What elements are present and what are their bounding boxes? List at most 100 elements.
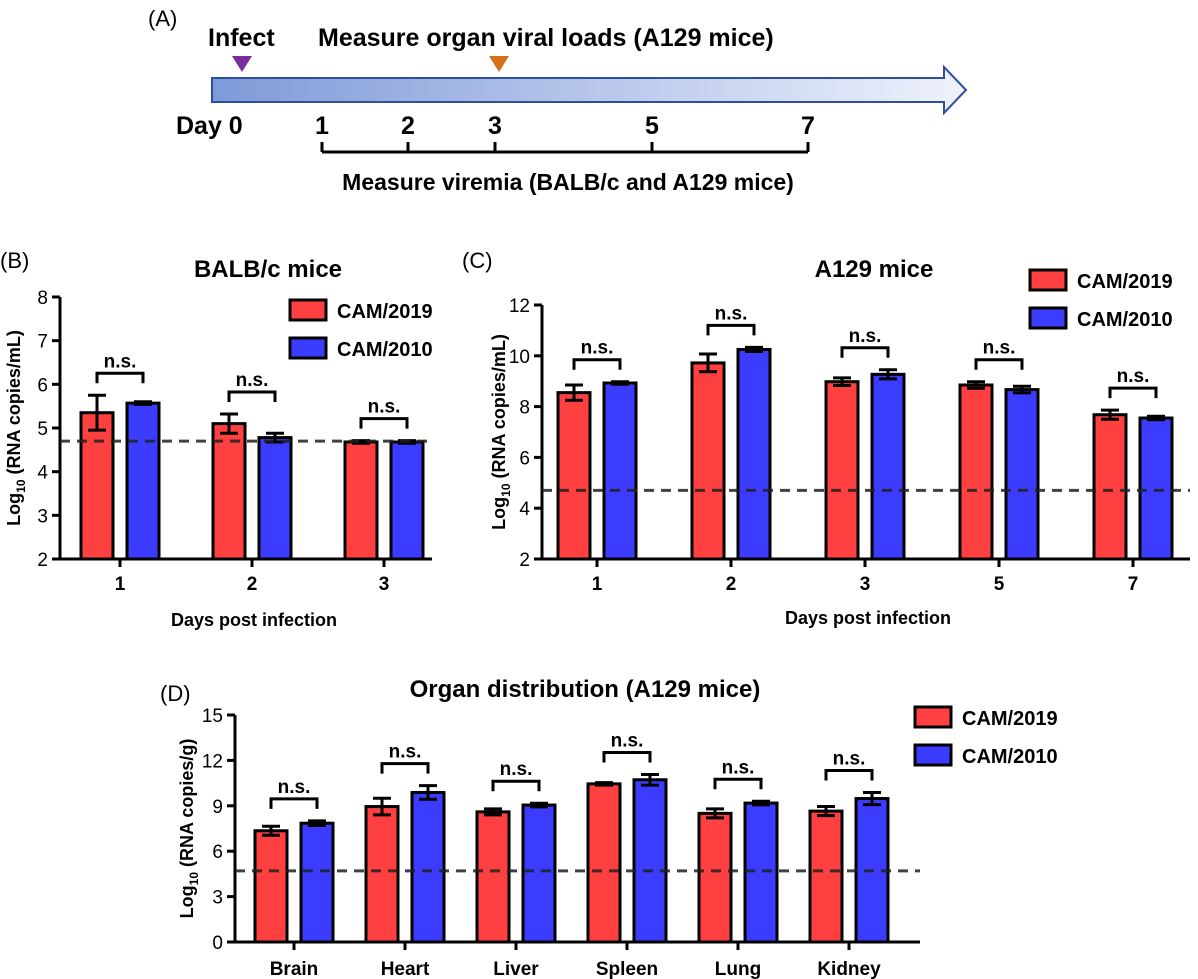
- bar-cam2010: [1004, 388, 1040, 561]
- bar-cam2010: [870, 372, 906, 561]
- y-tick-label: 15: [202, 706, 223, 727]
- timeline-arrow: [211, 64, 968, 116]
- significance-label: n.s.: [500, 759, 533, 780]
- legend-swatch: [1028, 268, 1068, 292]
- y-tick-label: 9: [212, 797, 223, 818]
- y-tick-label: 4: [37, 463, 48, 484]
- bar-cam2019: [475, 810, 511, 944]
- bar-cam2010: [743, 801, 779, 944]
- significance-label: n.s.: [104, 351, 137, 372]
- y-axis-label: Log10 (RNA copies/mL): [489, 334, 513, 530]
- day-zero-label: Day 0: [176, 112, 243, 140]
- bar-cam2010: [1138, 416, 1174, 561]
- x-axis-label: Days post infection: [171, 610, 337, 630]
- panel-label-a: (A): [148, 6, 177, 31]
- legend-label: CAM/2019: [962, 708, 1058, 730]
- legend-label: CAM/2010: [1077, 309, 1173, 331]
- timeline-day-7: 7: [801, 112, 815, 140]
- x-tick-label: Lung: [715, 959, 761, 979]
- significance-bracket: [840, 346, 890, 358]
- bar-cam2019: [824, 380, 860, 561]
- bar-cam2019: [343, 440, 379, 561]
- bar-cam2010: [602, 381, 638, 561]
- significance-label: n.s.: [849, 326, 882, 347]
- x-tick-label: Kidney: [817, 959, 881, 979]
- legend-label: CAM/2019: [1077, 271, 1173, 293]
- timeline-day-3: 3: [488, 112, 502, 140]
- y-tick-label: 6: [37, 375, 48, 396]
- timeline-day-2: 2: [401, 112, 415, 140]
- y-tick-label: 5: [37, 419, 48, 440]
- legend-swatch: [288, 336, 328, 360]
- significance-bracket: [824, 768, 874, 781]
- x-tick-label: 2: [247, 574, 258, 595]
- timeline-day-1: 1: [315, 112, 329, 140]
- y-tick-label: 6: [519, 448, 530, 469]
- significance-bracket: [572, 358, 622, 370]
- organ-viral-load-label: Measure organ viral loads (A129 mice): [318, 24, 774, 52]
- significance-label: n.s.: [581, 338, 614, 359]
- y-tick-label: 12: [509, 296, 530, 317]
- legend-label: CAM/2010: [337, 339, 433, 361]
- significance-bracket: [359, 417, 409, 429]
- y-tick-label: 8: [519, 398, 530, 419]
- bar-cam2010: [389, 440, 425, 561]
- significance-bracket: [1108, 386, 1158, 399]
- significance-label: n.s.: [611, 730, 644, 751]
- significance-bracket: [974, 358, 1024, 370]
- organ-marker-icon: [489, 56, 509, 72]
- significance-bracket: [491, 779, 541, 792]
- legend-label: CAM/2019: [337, 301, 433, 323]
- viremia-label: Measure viremia (BALB/c and A129 mice): [342, 169, 794, 195]
- bar-cam2010: [299, 821, 335, 944]
- bar-cam2010: [736, 347, 772, 561]
- significance-label: n.s.: [715, 303, 748, 324]
- significance-label: n.s.: [833, 748, 866, 769]
- significance-bracket: [706, 323, 756, 336]
- panel-label: (D): [160, 681, 191, 706]
- significance-label: n.s.: [1117, 366, 1150, 387]
- y-tick-label: 3: [212, 888, 223, 909]
- timeline-day-5: 5: [645, 112, 659, 140]
- infect-marker-icon: [232, 56, 252, 72]
- significance-bracket: [95, 371, 145, 384]
- x-tick-label: 3: [860, 574, 871, 595]
- y-tick-label: 7: [37, 332, 48, 353]
- bar-cam2019: [808, 809, 844, 944]
- infect-label: Infect: [208, 24, 275, 52]
- significance-bracket: [713, 777, 763, 790]
- legend-label: CAM/2010: [962, 746, 1058, 768]
- y-tick-label: 4: [519, 499, 530, 520]
- bar-cam2010: [632, 778, 668, 944]
- chart-title: BALB/c mice: [194, 256, 342, 283]
- timeline-panel: (A) Infect Measure organ viral loads (A1…: [148, 6, 968, 195]
- bar-cam2010: [257, 436, 293, 561]
- chart-0: (B) BALB/c mice 2 3 4 5 6 7 8 Log10 (RNA copies/m…: [0, 248, 433, 630]
- chart-title: A129 mice: [815, 256, 934, 283]
- x-tick-label: 2: [726, 574, 737, 595]
- y-axis-label: Log10 (RNA copies/mL): [4, 330, 28, 526]
- y-tick-label: 0: [212, 933, 223, 954]
- x-tick-label: 1: [115, 574, 126, 595]
- chart-title: Organ distribution (A129 mice): [410, 676, 761, 703]
- x-tick-label: 7: [1128, 574, 1139, 595]
- bar-cam2010: [410, 790, 446, 944]
- panel-label: (B): [0, 248, 29, 273]
- bar-cam2010: [521, 803, 557, 944]
- bar-cam2019: [958, 383, 994, 561]
- bar-cam2019: [253, 829, 289, 944]
- y-tick-label: 8: [37, 288, 48, 309]
- y-axis-label: Log10 (RNA copies/g): [177, 739, 201, 919]
- x-tick-label: Heart: [381, 959, 430, 979]
- legend-swatch: [913, 705, 953, 729]
- bar-cam2019: [556, 391, 592, 561]
- x-tick-label: 5: [994, 574, 1005, 595]
- bar-cam2019: [697, 811, 733, 944]
- significance-label: n.s.: [368, 397, 401, 418]
- bar-cam2019: [364, 805, 400, 944]
- bar-cam2019: [690, 361, 726, 561]
- significance-bracket: [602, 750, 652, 763]
- significance-label: n.s.: [278, 777, 311, 798]
